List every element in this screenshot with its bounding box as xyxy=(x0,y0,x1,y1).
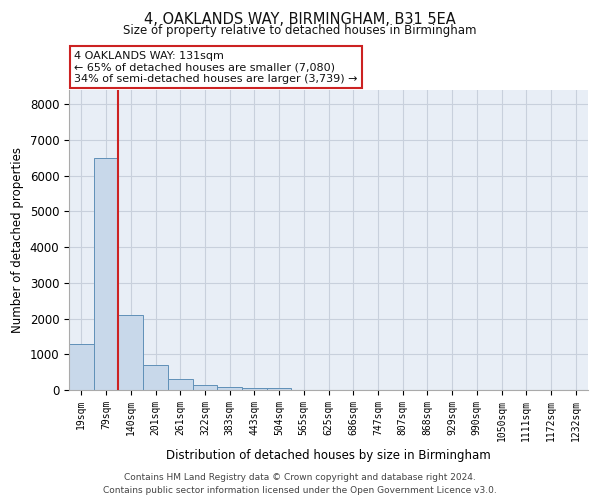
Bar xyxy=(69,344,94,390)
Bar xyxy=(193,386,217,390)
Text: Size of property relative to detached houses in Birmingham: Size of property relative to detached ho… xyxy=(123,24,477,37)
Text: Contains HM Land Registry data © Crown copyright and database right 2024.
Contai: Contains HM Land Registry data © Crown c… xyxy=(103,473,497,495)
Text: 4 OAKLANDS WAY: 131sqm
← 65% of detached houses are smaller (7,080)
34% of semi-: 4 OAKLANDS WAY: 131sqm ← 65% of detached… xyxy=(74,51,358,84)
X-axis label: Distribution of detached houses by size in Birmingham: Distribution of detached houses by size … xyxy=(166,449,491,462)
Bar xyxy=(143,365,168,390)
Bar xyxy=(168,380,193,390)
Bar xyxy=(94,158,118,390)
Bar xyxy=(217,387,242,390)
Bar xyxy=(242,388,267,390)
Text: 4, OAKLANDS WAY, BIRMINGHAM, B31 5EA: 4, OAKLANDS WAY, BIRMINGHAM, B31 5EA xyxy=(144,12,456,28)
Bar xyxy=(267,388,292,390)
Y-axis label: Number of detached properties: Number of detached properties xyxy=(11,147,24,333)
Bar xyxy=(118,315,143,390)
